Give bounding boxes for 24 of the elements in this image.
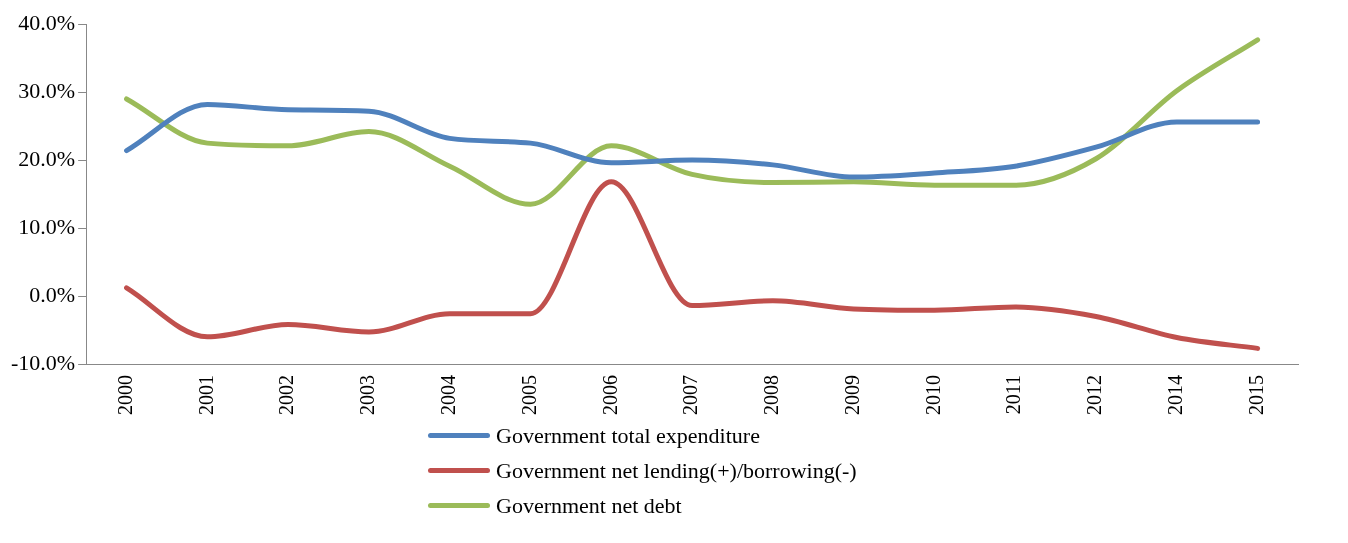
y-tick-label: 10.0% (18, 213, 76, 239)
y-tick-label: 0.0% (29, 281, 76, 307)
x-tick-label: 2010 (921, 375, 944, 415)
y-tick-label: -10.0% (11, 349, 76, 375)
x-tick-label: 2000 (113, 375, 136, 415)
x-tick-label: 2004 (436, 375, 459, 415)
x-tick-label: 2003 (356, 375, 379, 415)
legend-label: Government net debt (496, 492, 682, 520)
x-tick-label: 2005 (517, 375, 540, 415)
legend-label: Government net lending(+)/borrowing(-) (496, 457, 857, 485)
x-tick-label: 2015 (1244, 375, 1267, 415)
x-tick-label: 2007 (679, 375, 702, 415)
x-tick-label: 2001 (194, 375, 217, 415)
x-tick-label: 2009 (840, 375, 863, 415)
x-tick-label: 2011 (1002, 375, 1025, 415)
y-tick-label: 40.0% (18, 9, 76, 35)
y-tick-label: 30.0% (18, 77, 76, 103)
x-tick-label: 2006 (598, 375, 621, 415)
legend-label: Government total expenditure (496, 422, 760, 450)
y-tick-label: 20.0% (18, 145, 76, 171)
x-tick-label: 2014 (1164, 375, 1187, 415)
x-tick-label: 2002 (275, 375, 298, 415)
x-tick-label: 2008 (760, 375, 783, 415)
x-tick-label: 2012 (1083, 375, 1106, 415)
